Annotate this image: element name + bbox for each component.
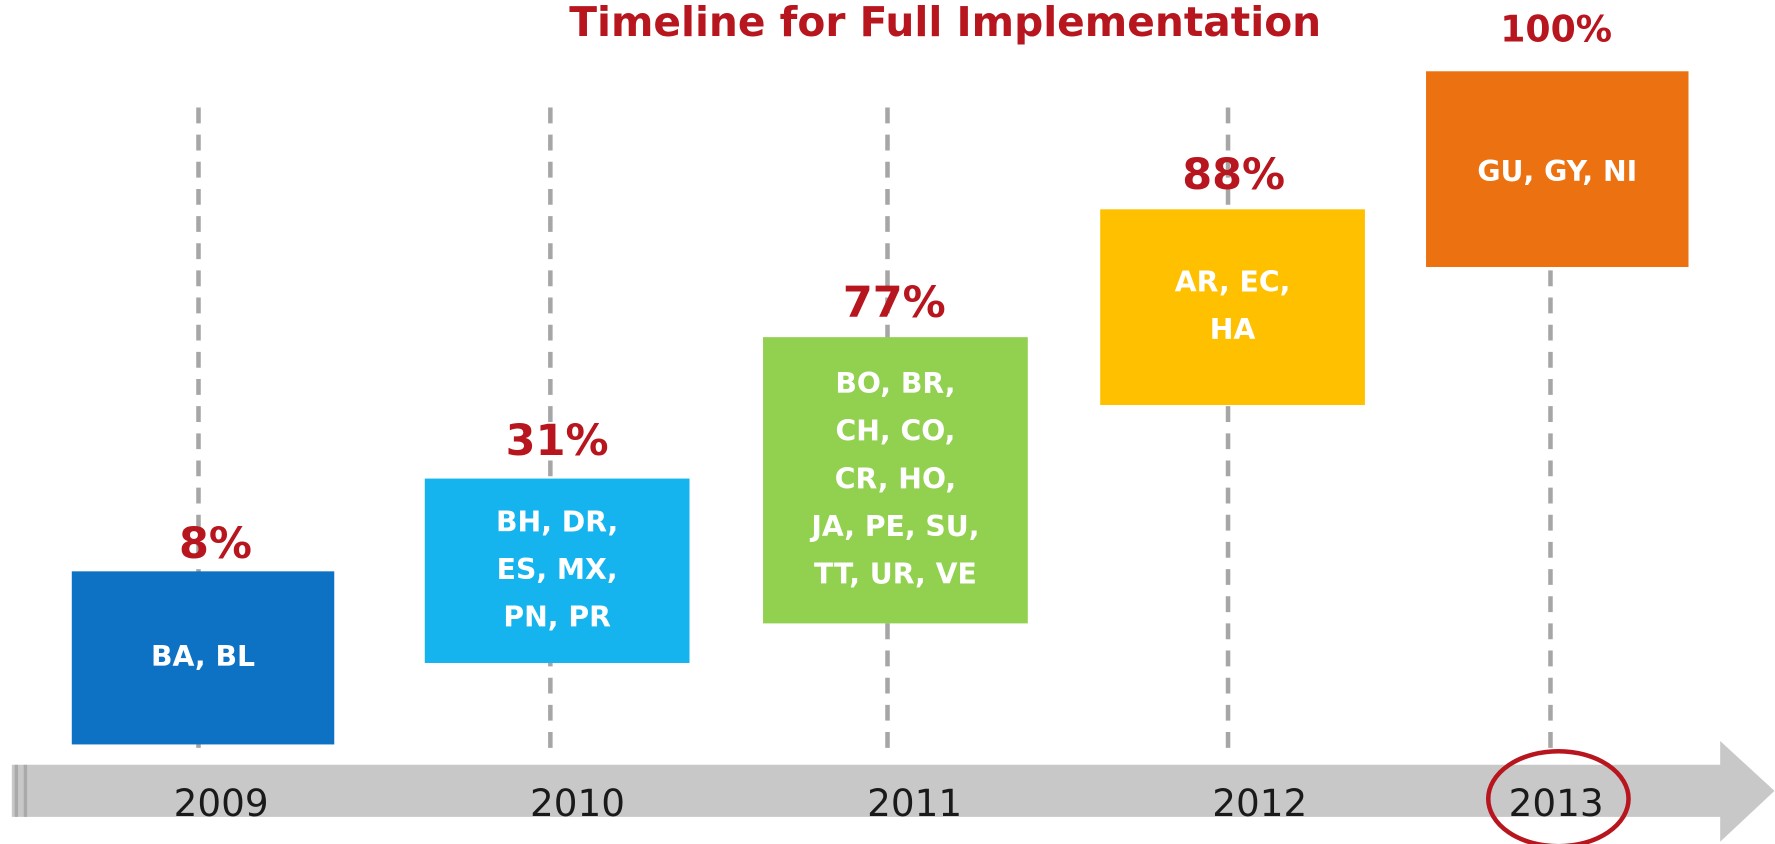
year-label: 2010 bbox=[530, 781, 625, 825]
stage-box bbox=[1100, 209, 1365, 406]
country-codes: PN, PR bbox=[503, 600, 611, 633]
timeline-arrow bbox=[11, 741, 1775, 842]
year-label: 2011 bbox=[867, 781, 962, 825]
country-codes: GU, GY, NI bbox=[1477, 155, 1637, 188]
country-codes: CH, CO, bbox=[835, 415, 955, 448]
percent-label: 100% bbox=[1500, 8, 1612, 51]
year-label: 2012 bbox=[1212, 781, 1307, 825]
country-codes: BH, DR, bbox=[496, 505, 618, 538]
country-codes: CR, HO, bbox=[835, 462, 956, 495]
stage-box bbox=[1426, 71, 1689, 268]
stage-box bbox=[763, 337, 1028, 624]
highlight-circle bbox=[1486, 748, 1631, 844]
country-codes: BO, BR, bbox=[835, 367, 955, 400]
stage-box bbox=[424, 478, 690, 663]
country-codes: ES, MX, bbox=[497, 553, 618, 586]
country-codes: AR, EC, bbox=[1175, 265, 1291, 298]
year-label: 2013 bbox=[1509, 781, 1604, 825]
country-codes: HA bbox=[1210, 313, 1256, 346]
percent-label: 8% bbox=[179, 519, 252, 569]
country-codes: JA, PE, SU, bbox=[809, 510, 979, 543]
percent-label: 88% bbox=[1182, 150, 1285, 200]
country-codes: TT, UR, VE bbox=[814, 557, 977, 590]
title: Timeline for Full Implementation bbox=[569, 0, 1321, 46]
stage-box bbox=[71, 571, 335, 745]
year-label: 2009 bbox=[174, 781, 269, 825]
percent-label: 77% bbox=[843, 278, 946, 328]
percent-label: 31% bbox=[506, 416, 609, 466]
country-codes: BA, BL bbox=[151, 640, 255, 673]
